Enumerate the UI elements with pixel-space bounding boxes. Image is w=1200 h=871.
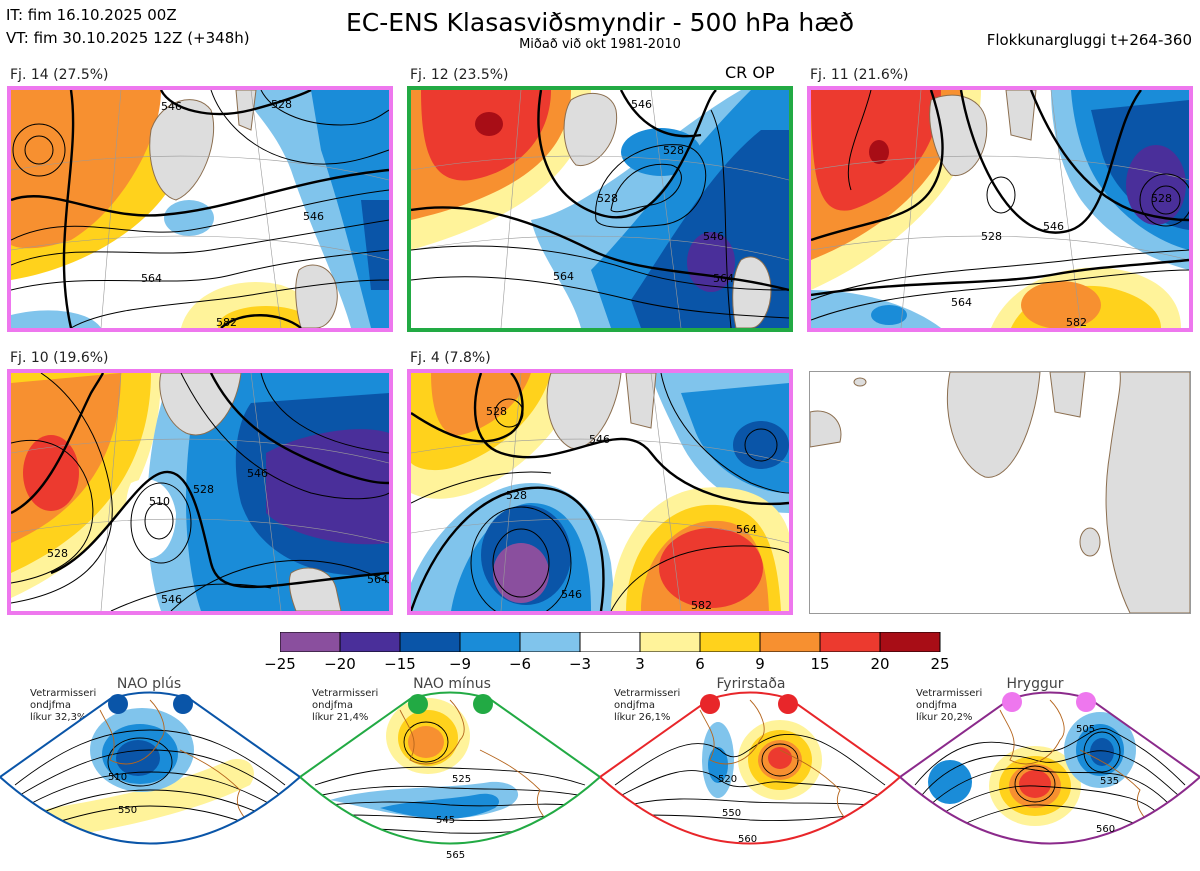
colorbar-tick-label: 20 — [870, 655, 890, 673]
colorbar-graphic — [279, 631, 941, 653]
page-subtitle: Miðað við okt 1981-2010 — [519, 37, 681, 52]
contour-label: 582 — [691, 599, 712, 611]
colorbar-segment — [279, 631, 341, 653]
contour-label: 565 — [446, 850, 465, 861]
colorbar-segment — [879, 631, 941, 653]
contour-label: 582 — [1066, 316, 1087, 328]
colorbar-segment — [459, 631, 521, 653]
panel-label-3: Fj. 11 (21.6%) — [810, 67, 909, 83]
contour-label: 550 — [722, 808, 741, 819]
cluster-map-2: 564 528 528 546 564 546 — [407, 86, 793, 332]
panel-label-2: Fj. 12 (23.5%) — [410, 67, 509, 83]
contour-label: 546 — [631, 98, 652, 111]
colorbar-segment — [699, 631, 761, 653]
cluster-map-3: 528 546 528 564 582 — [807, 86, 1193, 332]
colorbar-tick-label: −6 — [508, 655, 532, 673]
cluster-map-5-graphic: 528 546 528 564 546 582 — [411, 373, 789, 611]
colorbar-tick-label: 9 — [755, 655, 765, 673]
contour-label: 528 — [663, 144, 684, 157]
contour-label: 546 — [303, 210, 324, 223]
cluster-map-4: 510 528 546 528 546 564 — [7, 369, 393, 615]
colorbar-tick-label: −20 — [324, 655, 356, 673]
colorbar-segment — [759, 631, 821, 653]
init-time: IT: fim 16.10.2025 00Z — [6, 6, 177, 24]
regime-title-nao-minus: NAO mínus — [413, 676, 491, 692]
contour-label: 582 — [216, 316, 237, 328]
colorbar-segment — [399, 631, 461, 653]
cluster-map-5: 528 546 528 564 546 582 — [407, 369, 793, 615]
contour-label: 528 — [271, 98, 292, 111]
regime-note-ridge: Vetrarmisseri ondjfma líkur 20,2% — [916, 688, 983, 723]
cluster-map-1-graphic: 546 528 546 564 582 — [11, 90, 389, 328]
contour-label: 564 — [736, 523, 757, 536]
regime-note-nao-plus: Vetrarmisseri ondjfma líkur 32,3% — [30, 688, 97, 723]
reference-map — [809, 371, 1191, 614]
contour-label: 546 — [703, 230, 724, 243]
regime-note-blocking: Vetrarmisseri ondjfma líkur 26,1% — [614, 688, 681, 723]
contour-label: 528 — [597, 192, 618, 205]
panel-label-4: Fj. 10 (19.6%) — [10, 350, 109, 366]
colorbar-segment — [639, 631, 701, 653]
contour-label: 535 — [1100, 776, 1119, 787]
contour-label: 546 — [161, 593, 182, 606]
cluster-map-3-graphic: 528 546 528 564 582 — [811, 90, 1189, 328]
contour-label: 564 — [713, 272, 734, 285]
contour-label: 560 — [1096, 824, 1115, 835]
regime-map-nao-minus: 525 545 565 — [300, 691, 600, 861]
regime-map-blocking: 520 550 560 — [600, 691, 900, 845]
regime-title-blocking: Fyrirstaða — [716, 676, 786, 692]
regime-note-nao-minus: Vetrarmisseri ondjfma líkur 21,4% — [312, 688, 379, 723]
contour-label: 510 — [149, 495, 170, 508]
contour-label: 560 — [738, 834, 757, 845]
contour-label: 528 — [981, 230, 1002, 243]
colorbar-segment — [579, 631, 641, 653]
contour-label: 528 — [506, 489, 527, 502]
contour-label: 528 — [47, 547, 68, 560]
colorbar-segment — [339, 631, 401, 653]
contour-label: 510 — [108, 772, 127, 783]
classification-window: Flokkunargluggi t+264-360 — [986, 31, 1192, 49]
regime-title-ridge: Hryggur — [1006, 676, 1064, 692]
colorbar-tick-label: 6 — [695, 655, 705, 673]
colorbar-tick-label: −9 — [448, 655, 472, 673]
page-title: EC-ENS Klasasviðsmyndir - 500 hPa hæð — [345, 8, 855, 37]
colorbar-tick-label: −25 — [264, 655, 296, 673]
contour-label: 550 — [118, 805, 137, 816]
colorbar-segment — [519, 631, 581, 653]
colorbar-segment — [819, 631, 881, 653]
reference-map-graphic — [810, 372, 1190, 613]
colorbar-tick-label: 15 — [810, 655, 830, 673]
contour-label: 520 — [718, 774, 737, 785]
colorbar-tick-label: 3 — [635, 655, 645, 673]
contour-label: 564 — [367, 573, 388, 586]
contour-label: 528 — [193, 483, 214, 496]
contour-label: 545 — [436, 815, 455, 826]
valid-time: VT: fim 30.10.2025 12Z (+348h) — [6, 29, 250, 47]
contour-label: 525 — [452, 774, 471, 785]
colorbar-tick-label: −3 — [568, 655, 592, 673]
colorbar-tick-label: 25 — [930, 655, 950, 673]
regime-map-ridge: 505 535 560 — [900, 691, 1200, 845]
contour-label: 546 — [589, 433, 610, 446]
contour-label: 564 — [141, 272, 162, 285]
cluster-map-4-graphic: 510 528 546 528 546 564 — [11, 373, 389, 611]
panel-label-1: Fj. 14 (27.5%) — [10, 67, 109, 83]
cluster-map-2-graphic: 564 528 528 546 564 546 — [411, 90, 789, 328]
cluster-map-1: 546 528 546 564 582 — [7, 86, 393, 332]
contour-label: 546 — [161, 100, 182, 113]
panel-label-5: Fj. 4 (7.8%) — [410, 350, 491, 366]
contour-label: 546 — [561, 588, 582, 601]
regime-title-nao-plus: NAO plús — [116, 676, 182, 692]
colorbar-tick-label: −15 — [384, 655, 416, 673]
contour-label: 528 — [1151, 192, 1172, 205]
colorbar — [279, 631, 942, 653]
contour-label: 528 — [486, 405, 507, 418]
contour-label: 546 — [247, 467, 268, 480]
contour-label: 546 — [1043, 220, 1064, 233]
contour-label: 505 — [1076, 724, 1095, 735]
contour-label: 564 — [553, 270, 574, 283]
contour-label: 564 — [951, 296, 972, 309]
cr-op-label: CR OP — [725, 63, 775, 82]
regime-map-nao-plus: 510 550 — [0, 691, 300, 845]
